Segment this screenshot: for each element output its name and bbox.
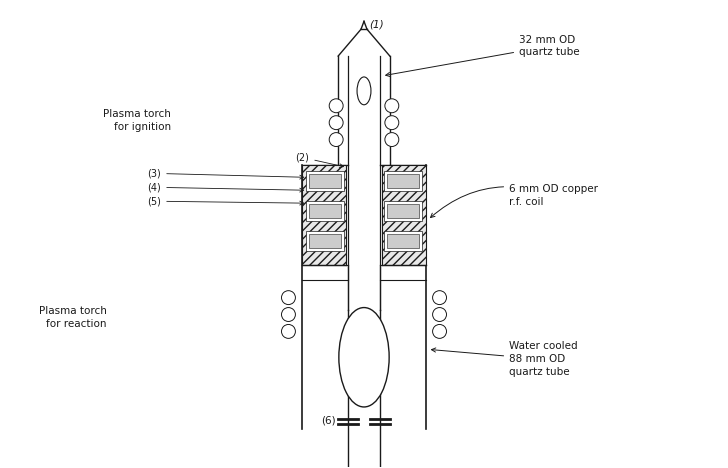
- Ellipse shape: [357, 77, 371, 105]
- Bar: [387, 175, 419, 188]
- Bar: [302, 165, 346, 265]
- Text: Plasma torch
for ignition: Plasma torch for ignition: [103, 109, 171, 132]
- Text: (2): (2): [296, 153, 344, 168]
- Text: Plasma torch
for reaction: Plasma torch for reaction: [39, 306, 106, 329]
- Bar: [309, 204, 341, 218]
- Bar: [384, 201, 422, 221]
- Bar: [387, 234, 419, 248]
- Circle shape: [432, 307, 446, 322]
- Circle shape: [432, 324, 446, 338]
- Bar: [309, 234, 341, 248]
- Circle shape: [385, 116, 399, 130]
- Bar: [387, 204, 419, 218]
- Text: 32 mm OD
quartz tube: 32 mm OD quartz tube: [386, 35, 579, 77]
- Text: (4): (4): [148, 182, 304, 192]
- Bar: [384, 171, 422, 191]
- Text: 6 mm OD copper
r.f. coil: 6 mm OD copper r.f. coil: [430, 183, 598, 218]
- Circle shape: [329, 116, 343, 130]
- Text: (6): (6): [322, 416, 336, 426]
- Circle shape: [329, 99, 343, 113]
- Circle shape: [432, 291, 446, 305]
- Bar: [306, 231, 344, 251]
- Circle shape: [329, 132, 343, 146]
- Circle shape: [282, 291, 296, 305]
- Bar: [382, 165, 426, 265]
- Text: Water cooled
88 mm OD
quartz tube: Water cooled 88 mm OD quartz tube: [432, 341, 578, 378]
- Bar: [384, 231, 422, 251]
- Circle shape: [385, 132, 399, 146]
- Circle shape: [282, 307, 296, 322]
- Text: (5): (5): [147, 196, 304, 206]
- Ellipse shape: [339, 307, 389, 407]
- Text: (3): (3): [148, 168, 304, 179]
- Bar: [309, 175, 341, 188]
- Text: (1): (1): [369, 19, 384, 29]
- Bar: [306, 171, 344, 191]
- Circle shape: [385, 99, 399, 113]
- Bar: [306, 201, 344, 221]
- Circle shape: [282, 324, 296, 338]
